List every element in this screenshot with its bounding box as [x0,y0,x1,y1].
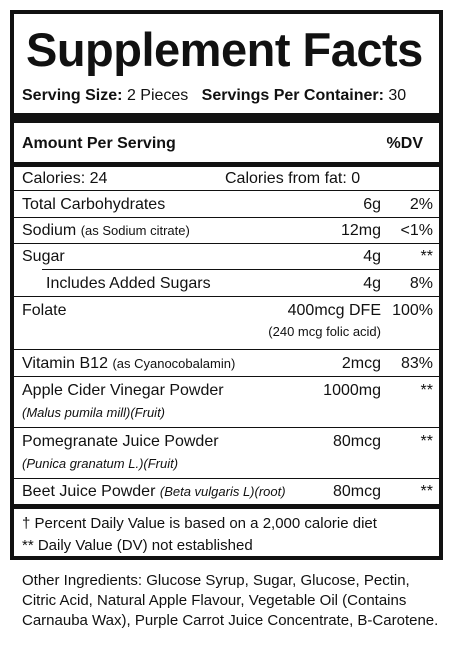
nutrient-row: Pomegranate Juice Powder (Punica granatu… [14,432,439,474]
nutrient-name-group: Beet Juice Powder (Beta vulgaris L)(root… [22,482,286,502]
nutrient-amount: 1000mg [323,382,381,399]
nutrient-name: Folate [22,302,67,319]
nutrient-amount: 2mcg [341,355,381,372]
row-divider [14,243,439,244]
row-divider [14,478,439,479]
nutrient-row: Apple Cider Vinegar Powder (Malus pumila… [14,381,439,423]
medium-divider [14,504,439,509]
nutrient-name: Sodium [22,222,77,239]
nutrient-name: Sugar [22,248,65,265]
panel-title: Supplement Facts [26,23,423,76]
nutrient-name: Total Carbohydrates [22,196,166,213]
nutrient-dv: ** [420,382,433,399]
row-divider [14,190,439,191]
footnote-dv-not-established: ** Daily Value (DV) not established [22,537,253,554]
nutrient-name: Includes Added Sugars [46,275,211,292]
nutrient-name: Pomegranate Juice Powder [22,433,219,450]
nutrient-detail: (as Sodium citrate) [80,223,190,238]
dv-header-label: %DV [386,135,423,152]
nutrient-name-group: Vitamin B12 (as Cyanocobalamin) [22,354,235,374]
nutrient-amount: 6g [363,196,381,213]
row-divider [14,217,439,218]
nutrient-amount-detail: (240 mcg folic acid) [268,324,381,339]
nutrient-amount: 12mg [340,222,381,239]
calories-from-fat-label: Calories from fat: 0 [225,170,361,187]
nutrient-dv: 2% [409,196,433,213]
footnote-percent-dv: † Percent Daily Value is based on a 2,00… [22,515,377,532]
row-divider [14,376,439,377]
serving-size-value: 2 Pieces [126,87,189,104]
nutrient-dv: <1% [400,222,433,239]
nutrient-row: Folate 400mcg DFE (240 mcg folic acid) 1… [14,301,439,343]
row-divider [42,269,439,270]
nutrient-dv: 83% [400,355,433,372]
nutrient-detail: (as Cyanocobalamin) [112,356,236,371]
other-ingredients: Other Ingredients: Glucose Syrup, Sugar,… [22,572,439,629]
row-divider [14,427,439,428]
servings-per-container-value: 30 [388,87,407,104]
thick-divider [14,113,439,123]
amount-header: Amount Per Serving %DV [22,134,431,154]
nutrient-amount: 4g [363,248,381,265]
nutrient-amount: 400mcg DFE [287,302,381,319]
nutrient-amount: 4g [363,275,381,292]
nutrient-name-group: Sodium (as Sodium citrate) [22,221,190,241]
nutrient-dv: 8% [409,275,433,292]
row-divider [14,349,439,350]
supplement-facts-panel: Supplement Facts Serving Size: 2 Pieces … [10,10,443,560]
serving-info: Serving Size: 2 Pieces Servings Per Cont… [22,86,431,106]
nutrient-dv: ** [420,433,433,450]
nutrient-amount: 80mcg [332,433,381,450]
row-divider [14,296,439,297]
nutrient-detail: (Punica granatum L.)(Fruit) [22,456,179,471]
nutrient-name: Apple Cider Vinegar Powder [22,382,224,399]
nutrient-amount: 80mcg [332,483,381,500]
nutrient-detail: (Malus pumila mill)(Fruit) [22,405,166,420]
nutrient-name: Beet Juice Powder [22,483,156,500]
nutrient-dv: ** [420,483,433,500]
amount-per-serving-label: Amount Per Serving [22,135,176,152]
servings-per-container-label: Servings Per Container: [201,87,384,104]
serving-size-label: Serving Size: [22,87,123,104]
nutrient-detail: (Beta vulgaris L)(root) [159,484,286,499]
medium-divider [14,162,439,167]
calories-label: Calories: 24 [22,170,108,187]
nutrient-dv: 100% [392,302,433,319]
nutrient-dv: ** [420,248,433,265]
nutrient-name: Vitamin B12 [22,355,108,372]
